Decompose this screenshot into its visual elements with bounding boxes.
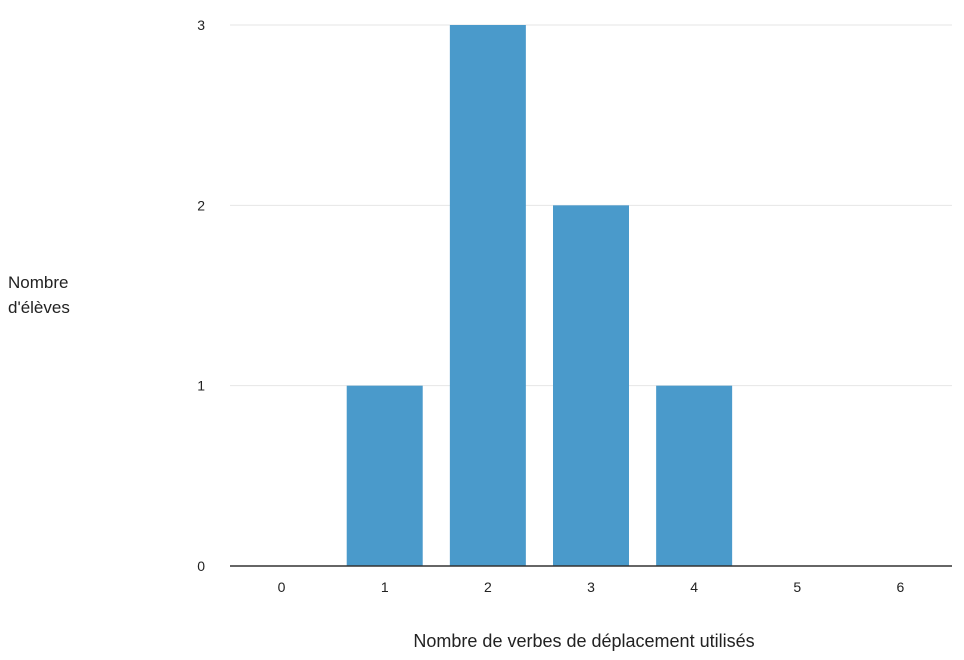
- x-tick-label: 0: [278, 579, 286, 595]
- y-tick-label: 3: [197, 17, 205, 33]
- y-tick-label: 2: [197, 197, 205, 213]
- x-tick-label: 5: [793, 579, 801, 595]
- bar-1: [346, 385, 423, 566]
- y-tick-label: 1: [197, 378, 205, 394]
- x-axis-label: Nombre de verbes de déplacement utilisés: [413, 631, 754, 651]
- x-tick-label: 4: [690, 579, 698, 595]
- x-tick-label: 6: [897, 579, 905, 595]
- bar-3: [553, 205, 629, 567]
- x-tick-labels: 0 1 2 3 4 5 6: [278, 579, 905, 595]
- x-tick-label: 3: [587, 579, 595, 595]
- y-tick-label: 0: [197, 558, 205, 574]
- y-axis-label-line-2: d'élèves: [8, 298, 70, 317]
- bar-2: [449, 25, 526, 566]
- bar-4: [656, 385, 733, 566]
- y-tick-labels: 0 1 2 3: [197, 17, 205, 574]
- x-tick-label: 2: [484, 579, 492, 595]
- y-axis-label-line-1: Nombre: [8, 273, 68, 292]
- bars: [346, 25, 733, 567]
- x-tick-label: 1: [381, 579, 389, 595]
